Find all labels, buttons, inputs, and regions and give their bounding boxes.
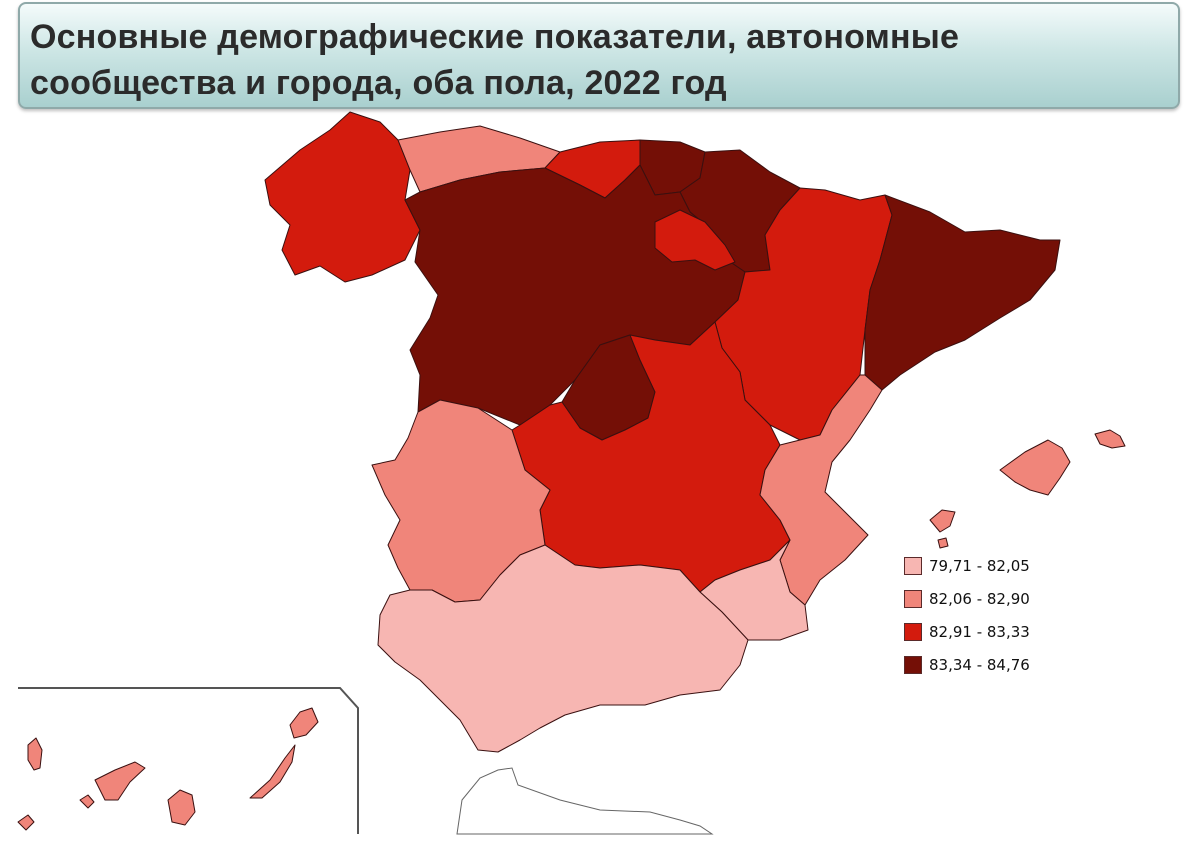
legend-label: 83,34 - 84,76: [929, 656, 1030, 674]
canarias-inset-frame: [18, 687, 359, 834]
legend-swatch: [904, 590, 922, 608]
legend-swatch: [904, 557, 922, 575]
region-formentera[interactable]: [937, 537, 949, 549]
legend-item: 82,06 - 82,90: [904, 588, 1104, 610]
legend-label: 82,91 - 83,33: [929, 623, 1030, 641]
legend-swatch: [904, 656, 922, 674]
region-ibiza[interactable]: [929, 509, 956, 533]
legend-label: 82,06 - 82,90: [929, 590, 1030, 608]
region-gran-canaria[interactable]: [167, 789, 196, 826]
north-africa-outline: [456, 767, 714, 835]
region-tenerife[interactable]: [94, 761, 146, 801]
region-el-hierro[interactable]: [17, 814, 35, 831]
region-menorca[interactable]: [1094, 429, 1126, 449]
legend-label: 79,71 - 82,05: [929, 557, 1030, 575]
region-fuerteventura[interactable]: [249, 744, 296, 799]
region-la-gomera[interactable]: [79, 794, 95, 809]
region-la-rioja[interactable]: [654, 209, 736, 271]
legend: 79,71 - 82,05 82,06 - 82,90 82,91 - 83,33 8…: [904, 555, 1104, 687]
region-lanzarote[interactable]: [289, 707, 319, 739]
region-la-palma[interactable]: [27, 737, 43, 771]
legend-item: 83,34 - 84,76: [904, 654, 1104, 676]
region-andalucia[interactable]: [377, 544, 749, 753]
region-galicia[interactable]: [264, 111, 421, 283]
region-mallorca[interactable]: [999, 439, 1071, 496]
legend-item: 79,71 - 82,05: [904, 555, 1104, 577]
region-cataluna[interactable]: [864, 194, 1061, 391]
map-title: Основные демографические показатели, авт…: [30, 18, 960, 102]
legend-swatch: [904, 623, 922, 641]
legend-item: 82,91 - 83,33: [904, 621, 1104, 643]
title-box: Основные демографические показатели, авт…: [18, 2, 1180, 109]
